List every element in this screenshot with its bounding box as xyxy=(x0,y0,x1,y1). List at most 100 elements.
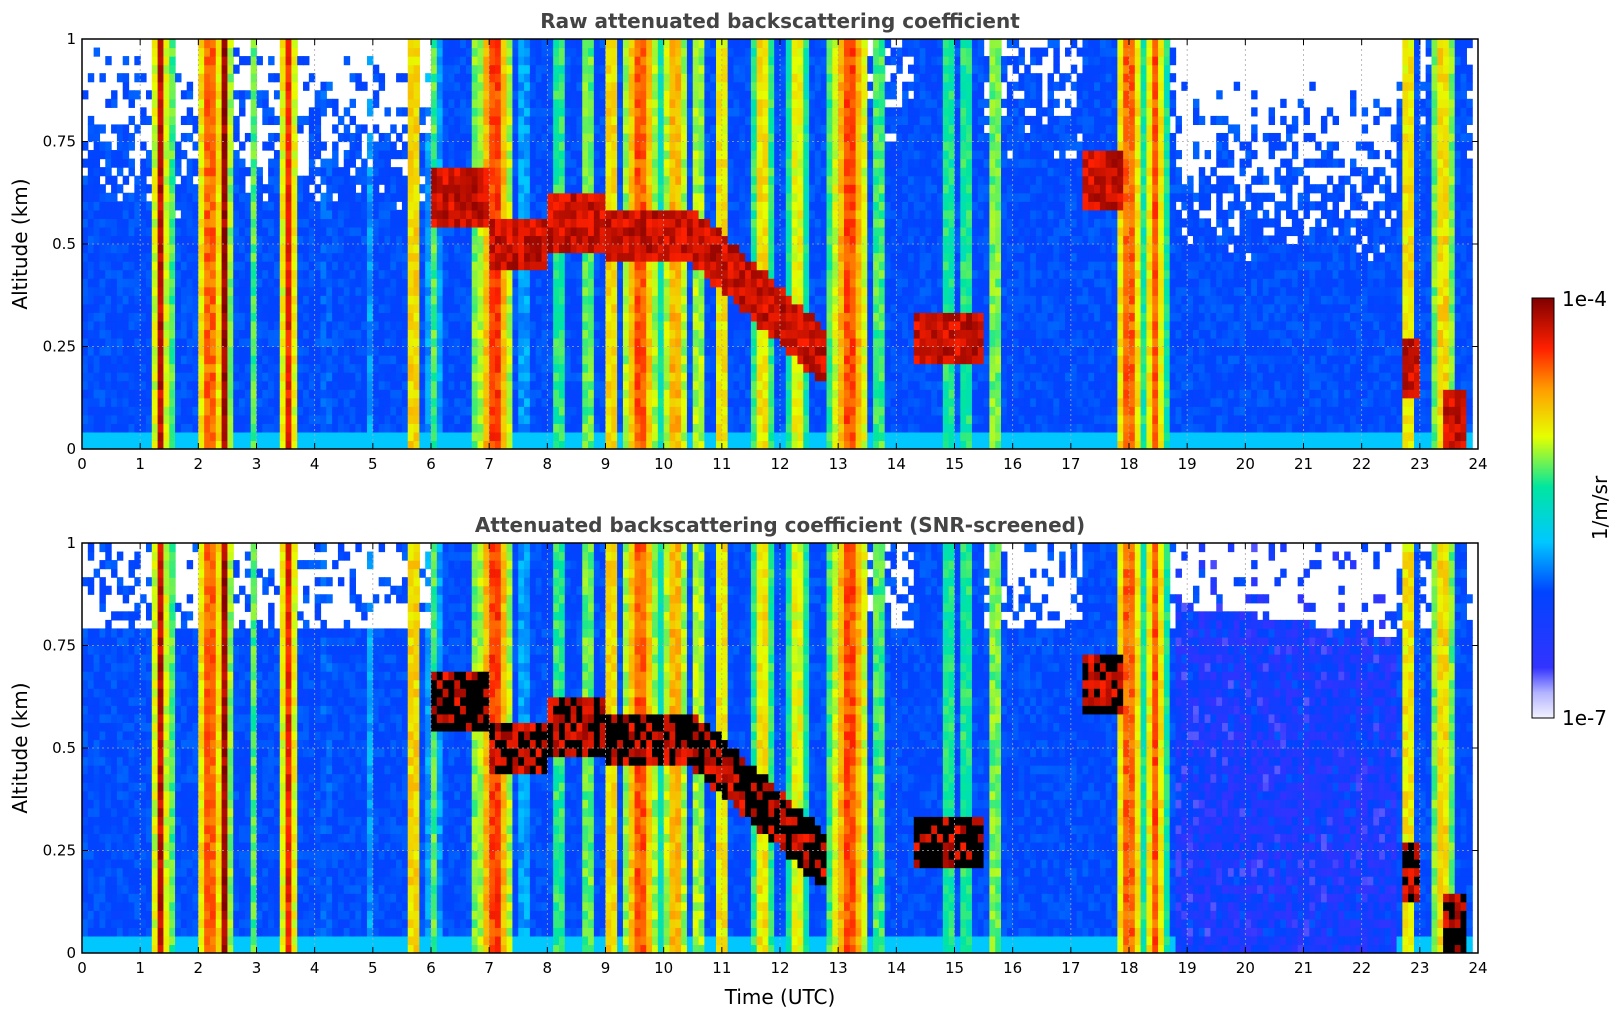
heatmap-cell xyxy=(215,124,223,134)
heatmap-cell xyxy=(465,150,473,160)
heatmap-cell xyxy=(390,184,397,194)
heatmap-cell xyxy=(506,235,514,245)
heatmap-cell xyxy=(442,115,450,126)
heatmap-cell xyxy=(303,209,310,219)
heatmap-cell xyxy=(599,389,607,399)
heatmap-cell xyxy=(716,132,723,143)
heatmap-cell xyxy=(553,132,560,143)
heatmap-cell xyxy=(448,389,455,399)
heatmap-cell xyxy=(163,389,170,399)
heatmap-cell xyxy=(512,346,519,356)
heatmap-cell xyxy=(157,261,165,271)
heatmap-cell xyxy=(297,226,304,237)
heatmap-cell xyxy=(640,423,647,433)
heatmap-cell xyxy=(454,235,461,245)
heatmap-cell xyxy=(634,397,641,407)
heatmap-cell xyxy=(506,261,514,271)
heatmap-cell xyxy=(279,440,287,449)
heatmap-cell xyxy=(448,150,455,160)
heatmap-cell xyxy=(692,132,700,143)
heatmap-cell xyxy=(122,261,130,271)
heatmap-cell xyxy=(669,150,676,160)
heatmap-cell xyxy=(140,141,147,151)
heatmap-cell xyxy=(547,337,554,348)
heatmap-cell xyxy=(355,389,362,399)
heatmap-cell xyxy=(384,389,391,399)
heatmap-cell xyxy=(529,252,537,262)
heatmap-cell xyxy=(204,320,211,331)
heatmap-cell xyxy=(541,380,548,390)
heatmap-cell xyxy=(622,261,630,271)
heatmap-cell xyxy=(436,261,444,271)
heatmap-cell xyxy=(157,209,165,219)
heatmap-cell xyxy=(169,192,176,202)
heatmap-cell xyxy=(739,440,746,449)
heatmap-cell xyxy=(244,192,252,202)
heatmap-cell xyxy=(407,167,415,177)
heatmap-cell xyxy=(99,209,106,219)
heatmap-cell xyxy=(529,184,537,194)
heatmap-cell xyxy=(692,124,700,134)
heatmap-cell xyxy=(646,226,653,237)
heatmap-cell xyxy=(396,175,403,185)
heatmap-cell xyxy=(494,124,502,134)
heatmap-cell xyxy=(250,337,258,348)
heatmap-cell xyxy=(611,209,618,219)
heatmap-cell xyxy=(489,329,496,339)
heatmap-cell xyxy=(686,431,694,442)
heatmap-cell xyxy=(256,372,263,382)
heatmap-cell xyxy=(704,261,711,271)
heatmap-cell xyxy=(500,397,508,407)
heatmap-cell xyxy=(99,337,106,348)
heatmap-cell xyxy=(622,124,630,134)
heatmap-cell xyxy=(669,39,676,49)
heatmap-cell xyxy=(401,286,409,296)
heatmap-cell xyxy=(506,201,514,211)
heatmap-cell xyxy=(494,320,502,331)
heatmap-cell xyxy=(413,218,420,228)
heatmap-cell xyxy=(558,218,566,228)
heatmap-cell xyxy=(285,380,292,390)
heatmap-cell xyxy=(500,90,508,100)
heatmap-cell xyxy=(454,175,461,185)
heatmap-cell xyxy=(140,295,147,305)
heatmap-cell xyxy=(675,406,682,416)
heatmap-cell xyxy=(337,286,345,296)
heatmap-cell xyxy=(588,90,595,100)
heatmap-cell xyxy=(82,372,89,382)
heatmap-cell xyxy=(605,235,612,245)
heatmap-cell xyxy=(617,56,624,66)
heatmap-cell xyxy=(209,278,217,288)
heatmap-cell xyxy=(431,132,438,143)
heatmap-cell xyxy=(541,209,548,219)
heatmap-cell xyxy=(512,363,519,373)
heatmap-cell xyxy=(209,226,217,237)
heatmap-cell xyxy=(419,150,426,160)
heatmap-cell xyxy=(268,431,275,442)
heatmap-cell xyxy=(262,141,269,151)
heatmap-cell xyxy=(256,244,263,254)
heatmap-cell xyxy=(617,47,624,57)
heatmap-cell xyxy=(279,431,287,442)
heatmap-cell xyxy=(93,320,101,331)
heatmap-cell xyxy=(215,235,223,245)
heatmap-cell xyxy=(692,201,700,211)
heatmap-cell xyxy=(291,64,298,74)
heatmap-cell xyxy=(640,337,647,348)
heatmap-cell xyxy=(87,372,95,382)
heatmap-cell xyxy=(512,98,519,108)
heatmap-cell xyxy=(617,269,624,279)
heatmap-cell xyxy=(343,303,351,313)
heatmap-cell xyxy=(332,201,339,211)
heatmap-cell xyxy=(570,115,578,126)
heatmap-cell xyxy=(209,141,217,151)
heatmap-cell xyxy=(279,39,287,49)
heatmap-cell xyxy=(564,414,572,424)
heatmap-cell xyxy=(285,261,292,271)
heatmap-cell xyxy=(489,184,496,194)
heatmap-cell xyxy=(419,209,426,219)
heatmap-cell xyxy=(442,440,450,449)
heatmap-cell xyxy=(518,56,525,66)
heatmap-cell xyxy=(634,355,641,365)
heatmap-cell xyxy=(721,209,729,219)
